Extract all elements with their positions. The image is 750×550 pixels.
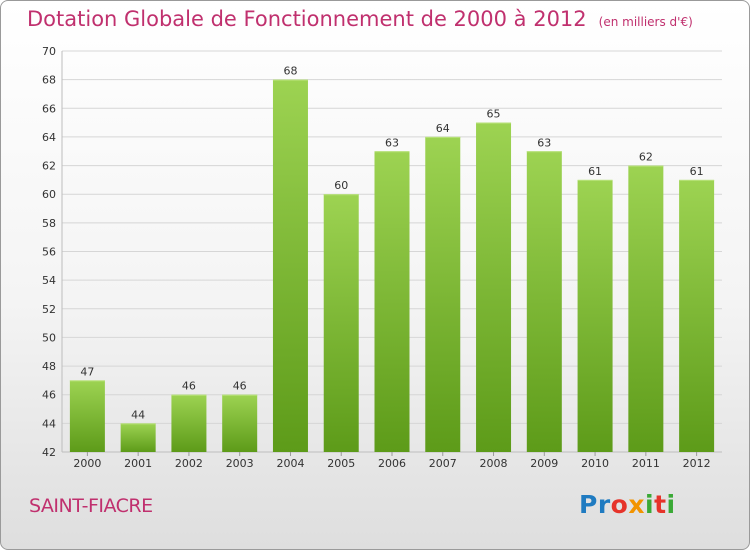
bar	[425, 136, 461, 452]
x-tick-label: 2005	[327, 457, 355, 470]
commune-name: SAINT-FIACRE	[29, 495, 153, 517]
x-tick-label: 2000	[73, 457, 101, 470]
data-label: 46	[233, 380, 247, 393]
y-tick-label: 58	[42, 217, 56, 230]
chart-title-main: Dotation Globale de Fonctionnement de 20…	[27, 7, 587, 31]
x-tick-label: 2001	[124, 457, 152, 470]
data-label: 47	[80, 365, 94, 378]
bar	[323, 194, 359, 452]
chart-title: Dotation Globale de Fonctionnement de 20…	[27, 7, 693, 31]
y-tick-label: 44	[42, 417, 56, 430]
bar	[272, 79, 308, 453]
x-tick-label: 2010	[581, 457, 609, 470]
bar	[628, 165, 664, 453]
y-tick-label: 52	[42, 303, 56, 316]
data-label: 62	[639, 151, 653, 164]
bar	[120, 423, 156, 452]
bar	[374, 151, 410, 452]
data-label: 61	[690, 165, 704, 178]
x-tick-label: 2009	[530, 457, 558, 470]
bar	[69, 380, 105, 452]
data-label: 60	[334, 179, 348, 192]
x-tick-label: 2008	[480, 457, 508, 470]
data-label: 64	[436, 122, 450, 135]
x-tick-label: 2002	[175, 457, 203, 470]
bar	[222, 394, 258, 452]
data-label: 44	[131, 408, 145, 421]
bar	[171, 394, 207, 452]
x-tick-label: 2006	[378, 457, 406, 470]
x-tick-label: 2004	[276, 457, 304, 470]
y-tick-label: 60	[42, 188, 56, 201]
x-tick-label: 2012	[683, 457, 711, 470]
data-label: 46	[182, 380, 196, 393]
x-tick-label: 2007	[429, 457, 457, 470]
data-label: 63	[537, 136, 551, 149]
data-label: 68	[283, 65, 297, 78]
data-label: 65	[487, 108, 501, 121]
y-tick-label: 56	[42, 246, 56, 259]
bar	[476, 122, 512, 452]
bar	[679, 179, 715, 452]
y-tick-label: 48	[42, 360, 56, 373]
y-tick-label: 66	[42, 102, 56, 115]
y-tick-label: 54	[42, 274, 56, 287]
chart-title-unit: (en milliers d'€)	[598, 15, 693, 29]
y-tick-label: 70	[42, 45, 56, 58]
y-tick-label: 64	[42, 131, 56, 144]
data-label: 61	[588, 165, 602, 178]
y-tick-label: 68	[42, 74, 56, 87]
x-tick-label: 2003	[226, 457, 254, 470]
y-tick-label: 42	[42, 446, 56, 459]
y-tick-label: 50	[42, 331, 56, 344]
y-tick-label: 46	[42, 389, 56, 402]
data-label: 63	[385, 136, 399, 149]
y-tick-label: 62	[42, 160, 56, 173]
x-tick-label: 2011	[632, 457, 660, 470]
bar	[526, 151, 562, 452]
bar	[577, 179, 613, 452]
proxiti-logo: Proxiti	[579, 490, 676, 519]
